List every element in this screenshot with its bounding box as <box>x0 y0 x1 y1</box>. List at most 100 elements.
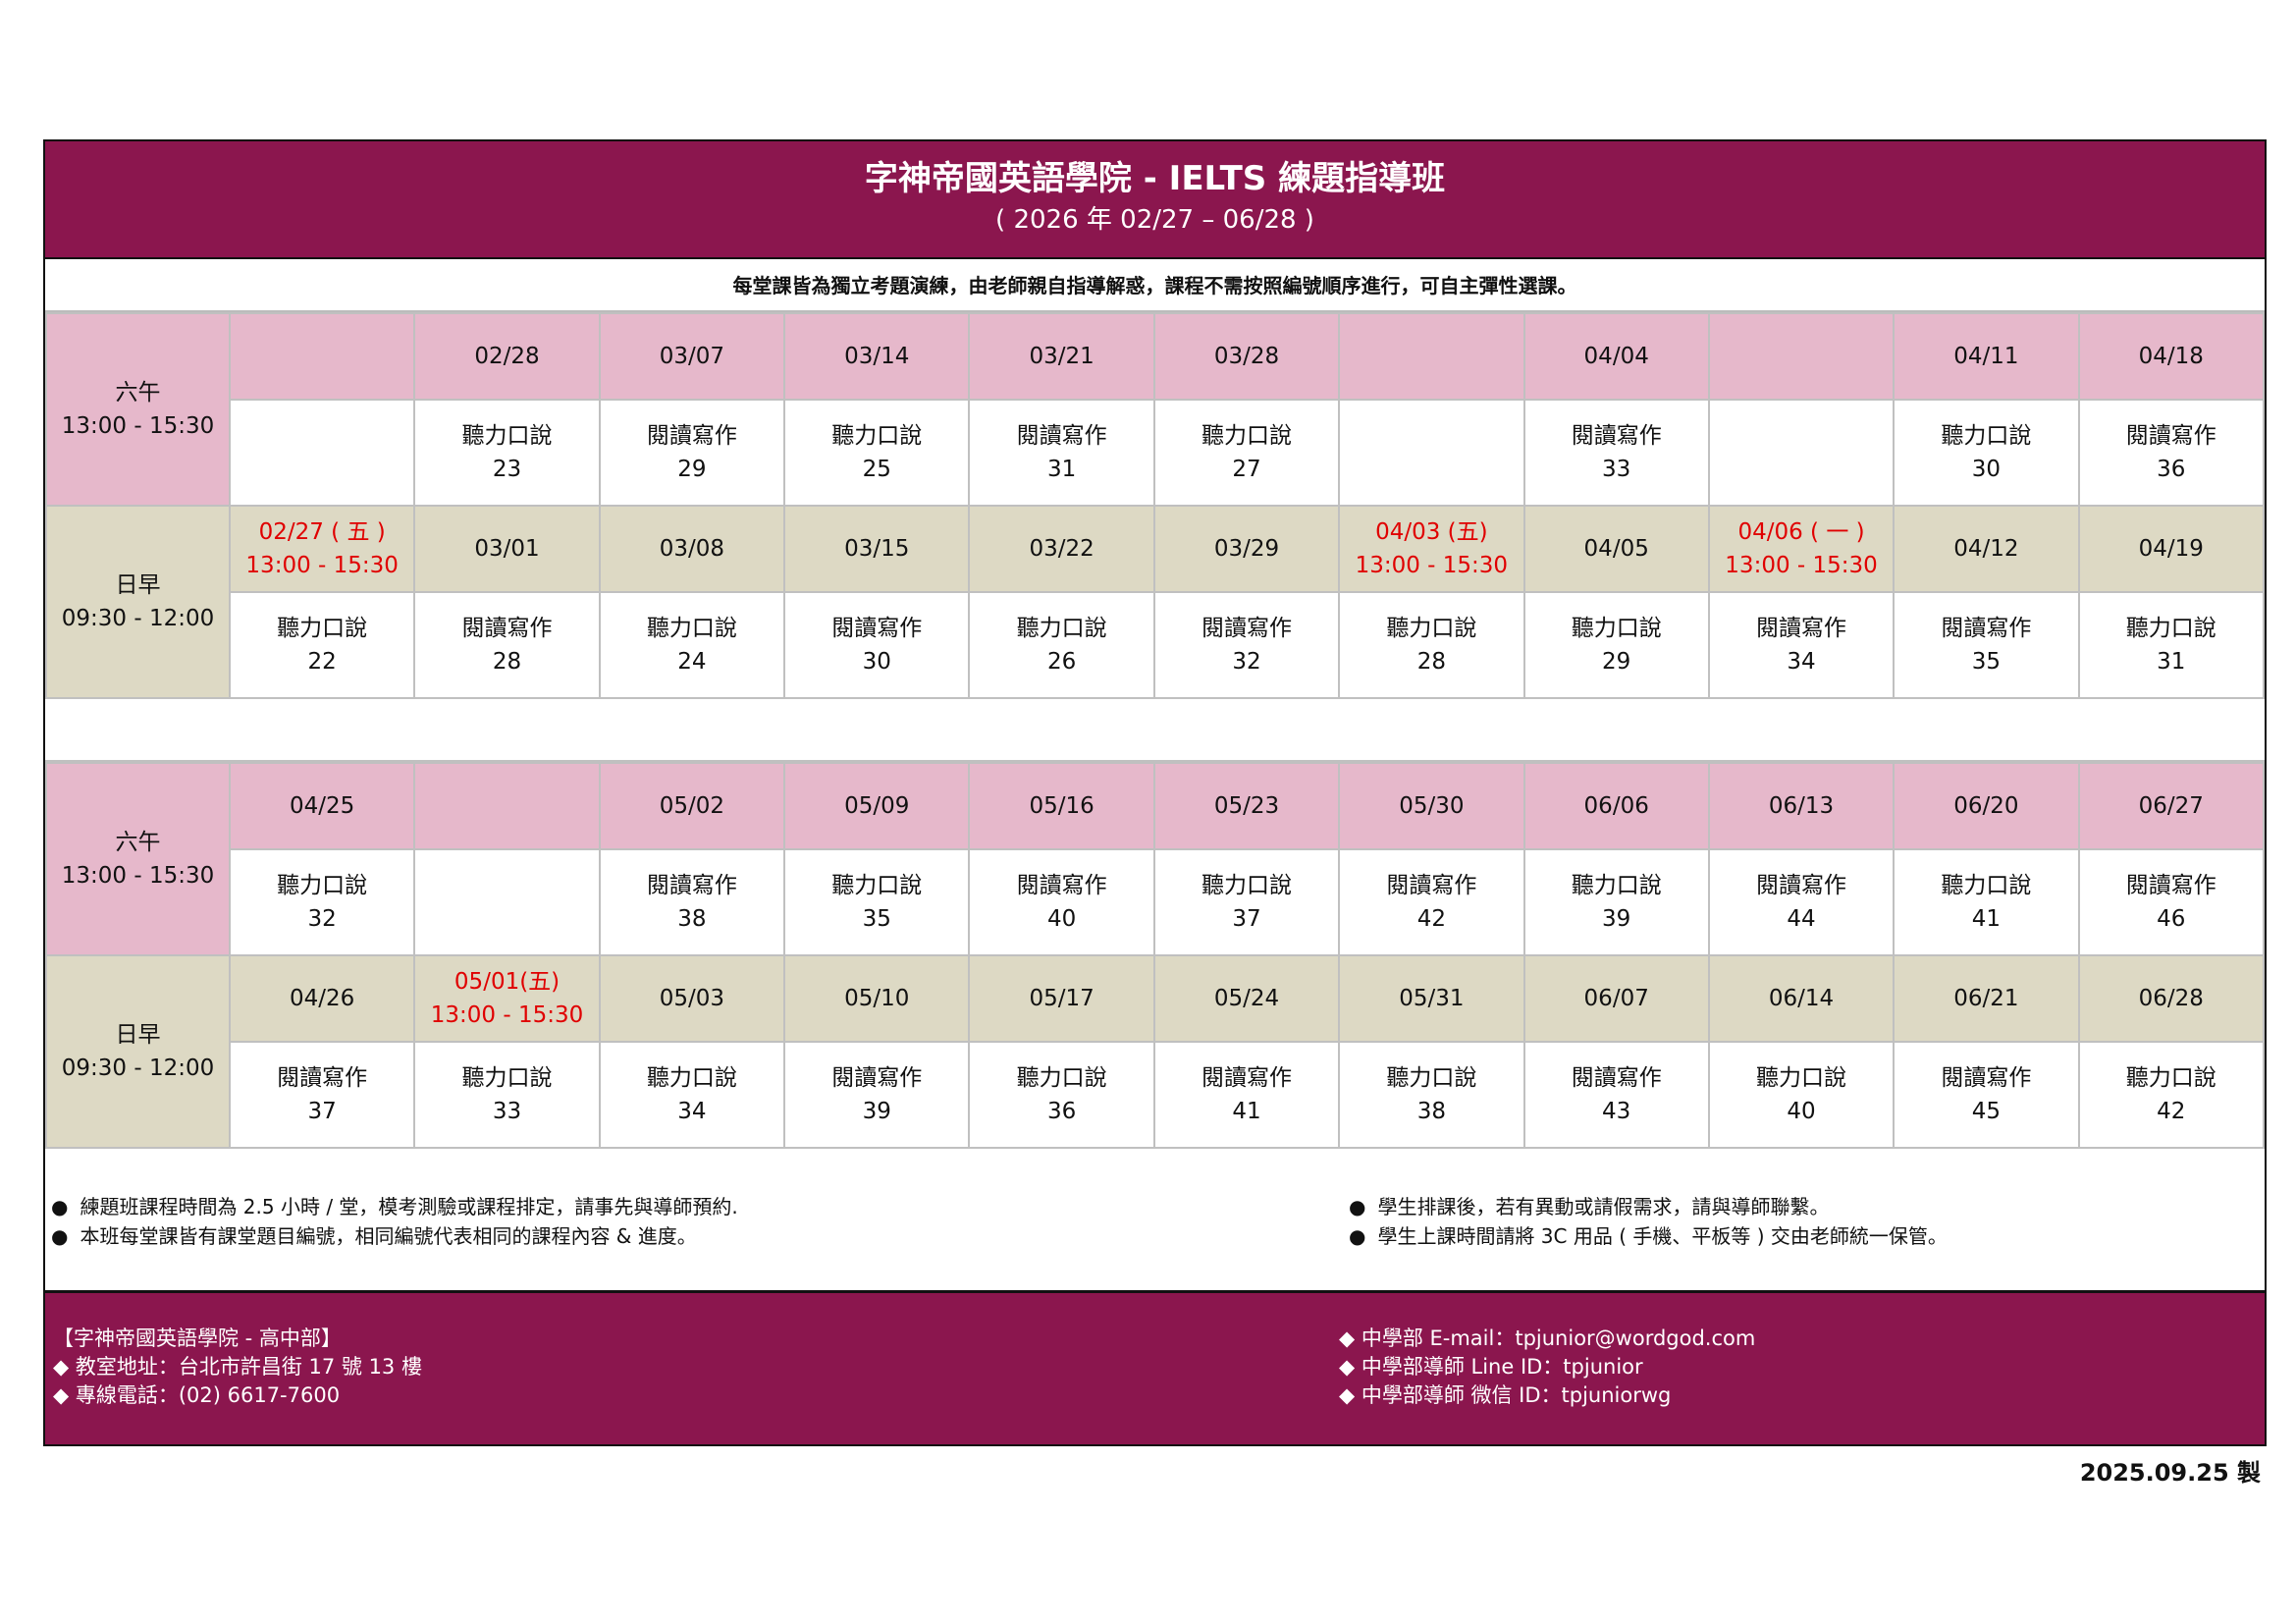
course-number: 26 <box>1046 649 1077 675</box>
course-name: 閱讀寫作 <box>461 616 553 641</box>
footer-line-id: ◆ 中學部導師 Line ID：tpjunior <box>1339 1355 1643 1379</box>
date: 02/27 ( 五 ) <box>258 519 386 545</box>
course-number: 39 <box>862 1099 891 1124</box>
course-cell: 聽力口說 35 <box>783 848 971 956</box>
course-cell: 聽力口說 26 <box>968 591 1155 699</box>
date-cell: 05/03 <box>598 954 786 1043</box>
date: 05/10 <box>844 986 910 1011</box>
course-cell: 聽力口說 41 <box>1893 848 2080 956</box>
date-cell: 04/05 <box>1522 505 1710 593</box>
date: 05/02 <box>659 793 725 819</box>
course-name: 聽力口說 <box>277 873 368 898</box>
date: 03/15 <box>844 536 910 562</box>
course-cell: 聽力口說 22 <box>228 591 416 699</box>
course-number: 24 <box>677 649 707 675</box>
date-cell: 06/07 <box>1522 954 1710 1043</box>
session-time: 13:00 - 15:30 <box>61 413 215 439</box>
course-cell: 閱讀寫作 39 <box>783 1041 971 1149</box>
course-name: 閱讀寫作 <box>1756 616 1847 641</box>
course-cell: 閱讀寫作 38 <box>598 848 786 956</box>
date: 05/09 <box>844 793 910 819</box>
course-number: 35 <box>862 906 891 932</box>
date-cell: 02/28 <box>413 312 601 401</box>
course-cell: 聽力口說 30 <box>1893 399 2080 507</box>
session-label: 日早 09:30 - 12:00 <box>45 505 231 699</box>
date-cell: 03/28 <box>1152 312 1341 401</box>
session-day: 六午 <box>115 830 161 855</box>
date-cell: 03/01 <box>413 505 601 593</box>
course-number: 40 <box>1046 906 1077 932</box>
course-cell: 聽力口說 40 <box>1707 1041 1896 1149</box>
date: 03/08 <box>659 536 725 562</box>
course-cell: 聽力口說 34 <box>598 1041 786 1149</box>
course-number: 33 <box>1602 457 1631 482</box>
period: ( 2026 年 02/27 – 06/28 ) <box>995 205 1314 235</box>
date-cell: 03/21 <box>968 312 1155 401</box>
course-cell: 聽力口說 23 <box>413 399 601 507</box>
course-cell: 聽力口說 33 <box>413 1041 601 1149</box>
course-name: 聽力口說 <box>1386 616 1477 641</box>
date: 04/06 ( 一 ) <box>1737 519 1865 545</box>
notes-left: 練題班課程時間為 2.5 小時 / 堂，模考測驗或課程排定，請事先與導師預約. … <box>51 1192 737 1251</box>
footer-wechat-id: ◆ 中學部導師 微信 ID：tpjuniorwg <box>1339 1383 1672 1407</box>
course-cell: 聽力口說 31 <box>2077 591 2266 699</box>
course-cell: 聽力口說 37 <box>1152 848 1341 956</box>
date-cell: 04/26 <box>228 954 416 1043</box>
course-cell: 聽力口說 42 <box>2077 1041 2266 1149</box>
date: 06/20 <box>1953 793 2019 819</box>
course-cell: 閱讀寫作 45 <box>1893 1041 2080 1149</box>
course-cell: 聽力口說 39 <box>1522 848 1710 956</box>
course-cell: 閱讀寫作 44 <box>1707 848 1896 956</box>
course-number: 27 <box>1232 457 1261 482</box>
footer-line: ◆ 教室地址：台北市許昌街 17 號 13 樓 <box>53 1355 422 1379</box>
date-cell <box>1707 312 1896 401</box>
date: 03/21 <box>1029 344 1095 369</box>
course-number: 32 <box>1232 649 1261 675</box>
course-name: 閱讀寫作 <box>1941 1065 2032 1091</box>
session-time: 13:00 - 15:30 <box>61 863 215 889</box>
date-cell: 04/03 (五) 13:00 - 15:30 <box>1338 505 1525 593</box>
date: 03/28 <box>1213 344 1280 369</box>
course-number: 45 <box>1971 1099 2002 1124</box>
course-name: 聽力口說 <box>646 1065 737 1091</box>
course-name: 閱讀寫作 <box>1571 423 1662 449</box>
course-number: 35 <box>1971 649 2002 675</box>
course-name: 聽力口說 <box>461 1065 553 1091</box>
date-cell: 06/14 <box>1707 954 1896 1043</box>
date: 04/11 <box>1953 344 2019 369</box>
session-label: 六午 13:00 - 15:30 <box>45 762 231 956</box>
course-name: 閱讀寫作 <box>1756 873 1847 898</box>
course-number: 29 <box>677 457 707 482</box>
course-name: 閱讀寫作 <box>2125 873 2216 898</box>
date-cell: 04/12 <box>1893 505 2080 593</box>
footer-line: 【字神帝國英語學院 - 高中部】 <box>53 1326 342 1350</box>
course-number: 28 <box>492 649 522 675</box>
date: 02/28 <box>474 344 540 369</box>
course-name: 聽力口說 <box>831 423 923 449</box>
course-cell: 閱讀寫作 43 <box>1522 1041 1710 1149</box>
date-cell: 04/25 <box>228 762 416 850</box>
date-cell: 03/14 <box>783 312 971 401</box>
course-name: 閱讀寫作 <box>1016 873 1107 898</box>
course-number: 37 <box>1232 906 1261 932</box>
course-cell: 閱讀寫作 42 <box>1338 848 1525 956</box>
schedule-sheet: 字神帝國英語學院 - IELTS 練題指導班 ( 2026 年 02/27 – … <box>43 139 2267 1446</box>
date-cell: 05/02 <box>598 762 786 850</box>
course-cell: 閱讀寫作 36 <box>2077 399 2266 507</box>
notes: 練題班課程時間為 2.5 小時 / 堂，模考測驗或課程排定，請事先與導師預約. … <box>45 1149 2265 1294</box>
date-cell: 05/01(五) 13:00 - 15:30 <box>413 954 601 1043</box>
session-day: 日早 <box>115 1022 161 1048</box>
schedule-blocks: 六午 13:00 - 15:30 02/28 03/07 03/14 03/21 03/28… <box>45 312 2266 1149</box>
date-cell: 05/09 <box>783 762 971 850</box>
note: 學生排課後，若有異動或請假需求，請與導師聯繫。 <box>1349 1192 1948 1221</box>
course-number: 29 <box>1602 649 1631 675</box>
course-cell: 閱讀寫作 46 <box>2077 848 2266 956</box>
course-name: 聽力口說 <box>1941 423 2032 449</box>
course-cell: 閱讀寫作 34 <box>1707 591 1896 699</box>
date-cell: 03/22 <box>968 505 1155 593</box>
course-name: 聽力口說 <box>1941 873 2032 898</box>
session-label: 日早 09:30 - 12:00 <box>45 954 231 1149</box>
date-cell <box>1338 312 1525 401</box>
course-cell: 閱讀寫作 33 <box>1522 399 1710 507</box>
note: 學生上課時間請將 3C 用品 ( 手機、平板等 ) 交由老師統一保管。 <box>1349 1221 1947 1251</box>
